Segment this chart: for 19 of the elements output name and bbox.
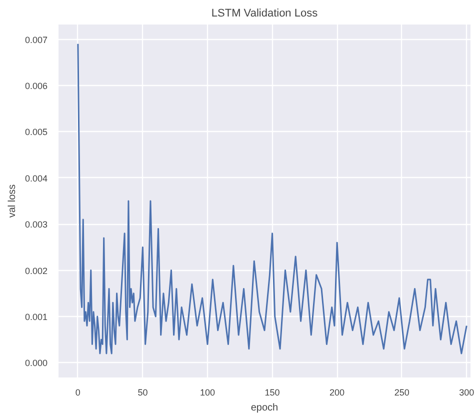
y-tick-label: 0.002 xyxy=(24,266,48,276)
y-tick-label: 0.004 xyxy=(24,173,48,184)
x-tick-label: 0 xyxy=(75,388,80,398)
x-tick-label: 100 xyxy=(200,388,216,398)
x-tick-label: 250 xyxy=(394,388,410,398)
line-series xyxy=(77,43,468,354)
y-tick-label: 0.005 xyxy=(24,127,48,138)
x-tick-label: 200 xyxy=(330,388,345,398)
y-tick-label: 0.007 xyxy=(24,34,48,45)
x-tick-label: 50 xyxy=(138,388,148,398)
y-tick-label: 0.001 xyxy=(24,312,48,322)
y-axis-title: val loss xyxy=(6,184,18,218)
x-tick-label: 300 xyxy=(459,388,474,398)
x-tick-label: 150 xyxy=(264,388,280,398)
x-axis-title: epoch xyxy=(250,402,278,414)
y-tick-label: 0.000 xyxy=(24,358,48,368)
chart-title: LSTM Validation Loss xyxy=(211,8,318,20)
y-tick-label: 0.003 xyxy=(24,220,48,230)
y-tick-label: 0.006 xyxy=(24,80,48,91)
